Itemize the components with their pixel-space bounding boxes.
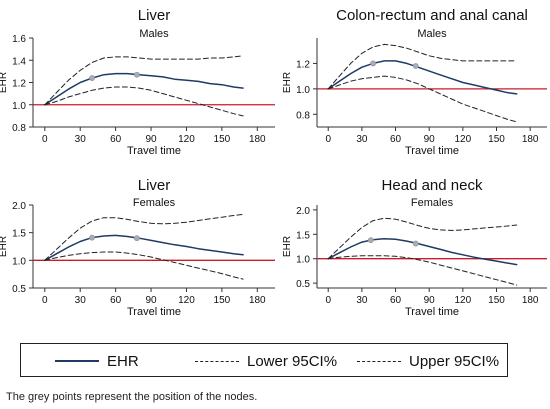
node-point (133, 235, 140, 242)
x-tick-label: 90 (424, 295, 436, 306)
x-tick-label: 120 (455, 134, 472, 145)
x-tick-label: 180 (522, 295, 539, 306)
footnote: The grey points represent the position o… (6, 391, 258, 403)
node-point (89, 234, 95, 241)
y-tick-label: 1.5 (296, 230, 310, 241)
x-tick-label: 150 (488, 134, 505, 145)
y-axis-label: EHR (282, 72, 293, 93)
x-tick-label: 180 (522, 134, 539, 145)
series-line-ehr (327, 60, 518, 95)
y-tick-label: 1.2 (12, 79, 26, 90)
y-axis-label: EHR (0, 236, 9, 257)
chart-subtitle: Males (139, 28, 169, 40)
chart-subtitle: Males (417, 28, 447, 40)
legend-ehr-label: EHR (107, 352, 139, 370)
x-tick-label: 150 (488, 295, 505, 306)
legend: EHR Lower 95CI% Upper 95CI% (20, 343, 508, 377)
series-line-upper-ci (44, 213, 244, 261)
x-axis-label: Travel time (405, 145, 459, 157)
x-tick-label: 120 (178, 134, 195, 145)
x-tick-label: 0 (325, 134, 331, 145)
x-tick-label: 60 (110, 134, 122, 145)
y-tick-label: 1.0 (296, 85, 310, 96)
series-line-ehr (44, 234, 244, 262)
x-tick-label: 90 (145, 295, 157, 306)
x-tick-label: 180 (249, 134, 266, 145)
x-tick-label: 90 (145, 134, 157, 145)
series-line-lower-ci (327, 75, 518, 123)
legend-item-lower: Lower 95CI% (195, 352, 337, 370)
x-tick-label: 180 (249, 295, 266, 306)
y-tick-label: 0.5 (12, 284, 26, 295)
chart-subtitle: Females (411, 197, 454, 209)
series-line-upper-ci (327, 217, 518, 260)
chart-title: Liver (138, 7, 171, 24)
series-line-lower-ci (44, 251, 244, 280)
legend-upper-label: Upper 95CI% (409, 352, 500, 370)
legend-item-ehr: EHR (55, 352, 139, 370)
x-tick-label: 90 (424, 134, 436, 145)
x-axis-label: Travel time (405, 306, 459, 318)
y-tick-label: 0.8 (296, 110, 310, 121)
chart-panel-2: Colon-rectum and anal canal Males 0.8 1.0 1.… (282, 7, 547, 157)
x-axis-label: Travel time (127, 306, 181, 318)
legend-lower-line (195, 360, 239, 362)
legend-item-upper: Upper 95CI% (357, 352, 499, 370)
x-tick-label: 120 (455, 295, 472, 306)
series-line-ehr (327, 237, 518, 266)
x-tick-label: 0 (42, 134, 48, 145)
series-line-upper-ci (327, 43, 518, 90)
node-point (412, 63, 419, 69)
series-line-upper-ci (44, 55, 244, 106)
x-tick-label: 60 (390, 134, 402, 145)
x-tick-label: 0 (42, 295, 48, 306)
node-point (89, 75, 95, 81)
series-line-ehr (44, 72, 244, 106)
y-tick-label: 0.5 (296, 279, 310, 290)
node-point (133, 71, 140, 78)
y-axis-label: EHR (0, 72, 9, 93)
y-tick-label: 1.2 (296, 59, 310, 70)
series-line-lower-ci (44, 86, 244, 117)
x-tick-label: 150 (214, 295, 231, 306)
chart-title: Liver (138, 177, 171, 194)
y-tick-label: 1.0 (296, 255, 310, 266)
y-tick-label: 2.0 (12, 201, 26, 212)
series-line-lower-ci (327, 255, 518, 286)
y-tick-label: 1.0 (12, 101, 26, 112)
chart-title: Colon-rectum and anal canal (336, 7, 528, 24)
x-tick-label: 0 (325, 295, 331, 306)
legend-ehr-line (55, 360, 99, 362)
x-tick-label: 30 (356, 134, 368, 145)
legend-upper-line (357, 360, 401, 362)
y-tick-label: 1.0 (12, 256, 26, 267)
y-tick-label: 1.4 (12, 56, 26, 67)
y-tick-label: 1.5 (12, 229, 26, 240)
chart-title: Head and neck (382, 177, 483, 194)
node-point (412, 240, 419, 247)
chart-panel-4: Head and neck Females 0.5 1.0 1.5 2.0 0 30 60 90 1… (282, 177, 547, 318)
node-point (367, 237, 374, 244)
x-tick-label: 150 (214, 134, 231, 145)
x-tick-label: 30 (356, 295, 368, 306)
y-tick-label: 2.0 (296, 206, 310, 217)
x-tick-label: 60 (390, 295, 402, 306)
y-tick-label: 1.6 (12, 34, 26, 45)
x-tick-label: 60 (110, 295, 122, 306)
chart-panel-1: Liver Males 0.8 1.0 1.2 1.4 1.6 0 30 60 90 120 150 18… (0, 7, 275, 157)
y-axis-label: EHR (282, 236, 293, 257)
legend-lower-label: Lower 95CI% (247, 352, 338, 370)
x-tick-label: 30 (75, 295, 87, 306)
x-tick-label: 30 (75, 134, 87, 145)
figure: Liver Males 0.8 1.0 1.2 1.4 1.6 0 30 60 90 120 150 18… (0, 7, 547, 318)
x-axis-label: Travel time (127, 145, 181, 157)
node-point (370, 60, 376, 67)
x-tick-label: 120 (178, 295, 195, 306)
chart-panel-3: Liver Females 0.5 1.0 1.5 2.0 0 30 60 90 120 150 180… (0, 177, 275, 318)
y-tick-label: 0.8 (12, 123, 26, 134)
chart-subtitle: Females (133, 197, 176, 209)
